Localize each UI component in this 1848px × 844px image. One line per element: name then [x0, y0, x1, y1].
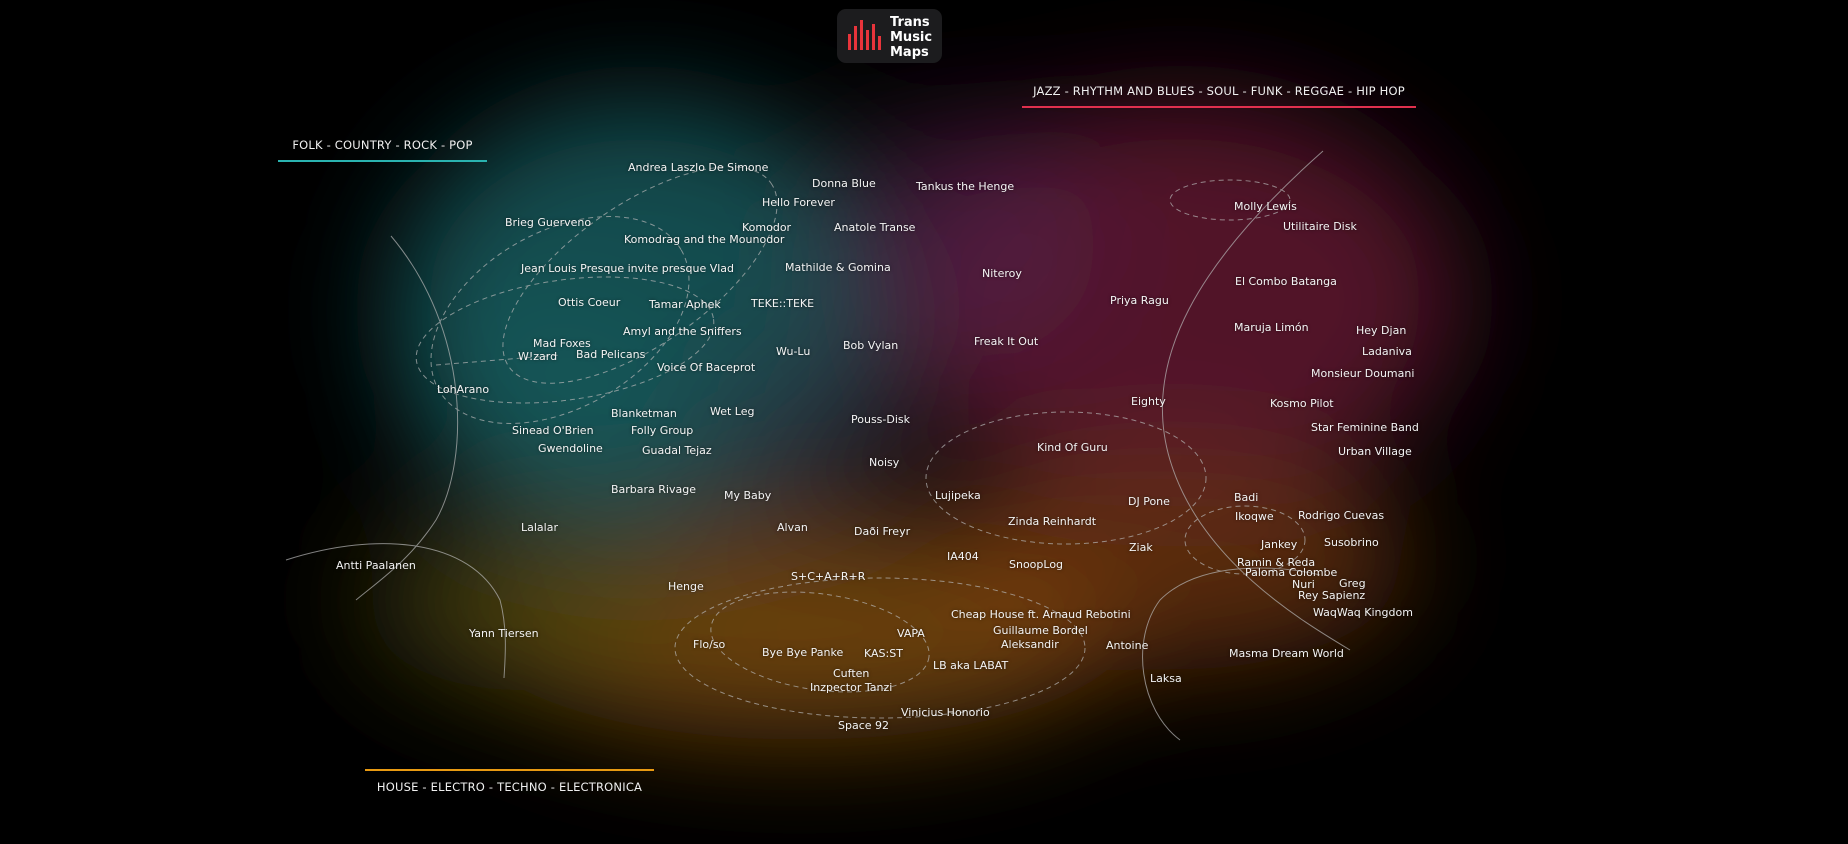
artist-node[interactable]: Zinda Reinhardt	[1008, 515, 1097, 528]
artist-node[interactable]: Ramin & Reda	[1237, 556, 1316, 569]
artist-node[interactable]: Antoine	[1106, 639, 1149, 652]
artist-node[interactable]: Noisy	[869, 456, 900, 469]
artist-node[interactable]: Urban Village	[1338, 445, 1412, 458]
artist-node[interactable]: Ikoqwe	[1235, 510, 1274, 523]
artist-node[interactable]: Komodor	[742, 221, 792, 234]
artist-node[interactable]: Lalalar	[521, 521, 558, 534]
artist-node[interactable]: Badi	[1234, 491, 1259, 504]
artist-node[interactable]: Star Feminine Band	[1311, 421, 1419, 434]
artist-node[interactable]: Guadal Tejaz	[642, 444, 712, 457]
genre-color-clouds	[360, 100, 1460, 740]
cluster-outlines	[285, 150, 1351, 741]
artist-node[interactable]: Freak It Out	[974, 335, 1039, 348]
artist-node[interactable]: Kosmo Pilot	[1270, 397, 1334, 410]
artist-node[interactable]: W!zard	[518, 350, 558, 363]
artist-node[interactable]: Andrea Laszlo De Simone	[628, 161, 769, 174]
artist-node[interactable]: Sinead O'Brien	[512, 424, 594, 437]
artist-node[interactable]: Barbara Rivage	[611, 483, 696, 496]
artist-node[interactable]: Henge	[668, 580, 704, 593]
artist-node[interactable]: Voice Of Baceprot	[657, 361, 756, 374]
artist-node[interactable]: Space 92	[838, 719, 890, 732]
artist-node[interactable]: Tamar Aphek	[649, 298, 721, 311]
artist-node[interactable]: Blanketman	[611, 407, 677, 420]
artist-node[interactable]: Rey Sapienz	[1298, 589, 1366, 602]
artist-node[interactable]: Masma Dream World	[1229, 647, 1344, 660]
artist-node[interactable]: Folly Group	[631, 424, 694, 437]
logo-text: Trans Music Maps	[890, 15, 932, 60]
artist-node[interactable]: Yann Tiersen	[469, 627, 539, 640]
artist-node[interactable]: SnoopLog	[1009, 558, 1064, 571]
artist-node[interactable]: Jean Louis Presque invite presque Vlad	[521, 262, 735, 275]
artist-node[interactable]: Anatole Transe	[834, 221, 916, 234]
artist-node[interactable]: Hello Forever	[762, 196, 835, 209]
genre-label-folk[interactable]: FOLK - COUNTRY - ROCK - POP	[278, 138, 487, 162]
artist-node[interactable]: Pouss-Disk	[851, 413, 911, 426]
artist-node[interactable]: WaqWaq Kingdom	[1313, 606, 1413, 619]
artist-node[interactable]: Antti Paalanen	[336, 559, 416, 572]
artist-node[interactable]: Bob Vylan	[843, 339, 899, 352]
artist-node[interactable]: LB aka LABAT	[933, 659, 1009, 672]
artist-node[interactable]: Kind Of Guru	[1037, 441, 1108, 454]
artist-node[interactable]: Tankus the Henge	[916, 180, 1015, 193]
artist-node[interactable]: Rodrigo Cuevas	[1298, 509, 1385, 522]
artist-node[interactable]: Mathilde & Gomina	[785, 261, 891, 274]
artist-node[interactable]: Niteroy	[982, 267, 1022, 280]
logo-line-1: Trans	[890, 15, 930, 30]
artist-node[interactable]: Ladaniva	[1362, 345, 1412, 358]
bars-icon	[848, 20, 881, 50]
artist-node[interactable]: Lujipeka	[935, 489, 981, 502]
artist-node[interactable]: TEKE::TEKE	[751, 297, 815, 310]
artist-node[interactable]: My Baby	[724, 489, 772, 502]
artist-node[interactable]: S+C+A+R+R	[791, 570, 866, 583]
artist-node[interactable]: Wu-Lu	[776, 345, 811, 358]
trans-music-maps-logo[interactable]: Trans Music Maps	[837, 9, 942, 63]
artist-node[interactable]: Cheap House ft. Arnaud Rebotini	[951, 608, 1131, 621]
artist-node[interactable]: Donna Blue	[812, 177, 876, 190]
artist-node[interactable]: Flo/so	[693, 638, 726, 651]
artist-node[interactable]: Komodrag and the Mounodor	[624, 233, 785, 246]
artist-node[interactable]: Laksa	[1150, 672, 1182, 685]
artist-node[interactable]: KAS:ST	[864, 647, 903, 660]
artist-node[interactable]: Cuften	[833, 667, 870, 680]
artist-node[interactable]: Hey Djan	[1356, 324, 1407, 337]
artist-node[interactable]: Vinicius Honorio	[901, 706, 990, 719]
artist-node[interactable]: Wet Leg	[710, 405, 755, 418]
artist-node[interactable]: Inzpector Tanzi	[810, 681, 893, 694]
artist-node[interactable]: Bye Bye Panke	[762, 646, 844, 659]
genre-label-house[interactable]: HOUSE - ELECTRO - TECHNO - ELECTRONICA	[365, 769, 654, 794]
artist-node[interactable]: Jankey	[1261, 538, 1298, 551]
artist-node[interactable]: Alvan	[777, 521, 808, 534]
artist-node[interactable]: Bad Pelicans	[576, 348, 646, 361]
artist-node[interactable]: Mad Foxes	[533, 337, 591, 350]
artist-node[interactable]: Utilitaire Disk	[1283, 220, 1357, 233]
artist-node[interactable]: Priya Ragu	[1110, 294, 1169, 307]
artist-node[interactable]: Paloma Colombe	[1245, 566, 1338, 579]
artist-node[interactable]: Maruja Limón	[1234, 321, 1309, 334]
artist-node[interactable]: Amyl and the Sniffers	[623, 325, 742, 338]
artist-node[interactable]: Greg	[1339, 577, 1366, 590]
artist-node[interactable]: Molly Lewis	[1234, 200, 1297, 213]
artist-node[interactable]: Nuri	[1292, 578, 1315, 591]
artist-node[interactable]: Susobrino	[1324, 536, 1379, 549]
artist-node[interactable]: Ziak	[1129, 541, 1153, 554]
artist-node[interactable]: Ottis Coeur	[558, 296, 621, 309]
artist-node[interactable]: Eighty	[1131, 395, 1166, 408]
artist-node[interactable]: Brieg Guerveno	[505, 216, 592, 229]
artist-node[interactable]: VAPA	[897, 627, 925, 640]
artist-node[interactable]: Monsieur Doumani	[1311, 367, 1415, 380]
logo-line-2: Music	[890, 30, 933, 45]
logo-line-3: Maps	[890, 45, 929, 60]
artist-node[interactable]: DJ Pone	[1128, 495, 1170, 508]
artist-node[interactable]: Aleksandir	[1001, 638, 1059, 651]
artist-node[interactable]: IA404	[947, 550, 979, 563]
artist-node[interactable]: LohArano	[437, 383, 490, 396]
artist-node[interactable]: Gwendoline	[538, 442, 603, 455]
genre-label-jazz[interactable]: JAZZ - RHYTHM AND BLUES - SOUL - FUNK - …	[1022, 84, 1416, 108]
artist-node[interactable]: El Combo Batanga	[1235, 275, 1337, 288]
artist-node[interactable]: Guillaume Bordel	[993, 624, 1088, 637]
artist-node[interactable]: Daði Freyr	[854, 525, 911, 538]
